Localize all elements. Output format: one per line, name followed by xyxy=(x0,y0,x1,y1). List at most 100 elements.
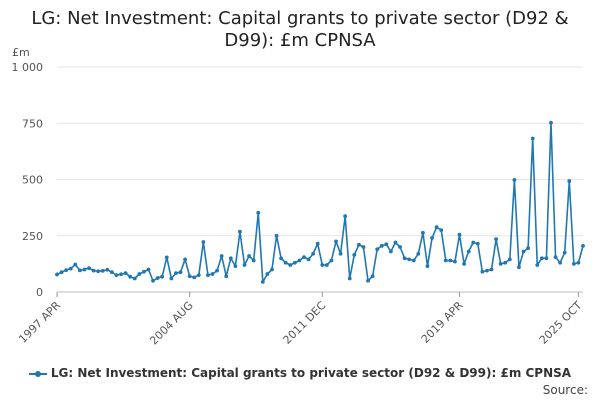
data-point xyxy=(471,240,476,245)
data-point xyxy=(388,249,393,254)
x-tick-label: 2019 APR xyxy=(419,299,466,346)
data-point xyxy=(407,257,412,262)
data-point xyxy=(164,255,169,260)
data-point xyxy=(288,263,293,267)
data-point xyxy=(494,237,498,242)
data-point xyxy=(512,178,517,182)
data-point xyxy=(535,263,540,267)
legend[interactable]: LG: Net Investment: Capital grants to pr… xyxy=(0,366,600,380)
data-point xyxy=(576,260,581,265)
axes: 0 250 500 750 1 000 £m 1997 APR 2004 AUG 2011 DE… xyxy=(12,46,585,347)
data-point xyxy=(466,249,471,254)
data-point xyxy=(265,272,270,276)
data-point xyxy=(128,274,133,279)
data-point xyxy=(233,264,238,269)
data-point xyxy=(311,251,316,256)
x-tick-label: 2025 OCT xyxy=(537,299,585,347)
data-point xyxy=(375,247,380,252)
data-point xyxy=(206,273,210,278)
data-point xyxy=(338,251,343,256)
data-point xyxy=(379,243,384,248)
y-tick-label: 0 xyxy=(36,286,43,299)
data-point xyxy=(347,276,352,281)
gridlines xyxy=(57,66,583,293)
legend-line-marker-icon xyxy=(28,369,47,379)
data-point xyxy=(87,266,91,271)
data-point xyxy=(302,255,306,260)
data-point xyxy=(119,272,123,277)
data-point xyxy=(274,233,279,238)
data-point xyxy=(581,243,585,248)
data-point xyxy=(279,256,284,261)
data-point xyxy=(242,263,247,267)
data-point xyxy=(292,260,297,265)
data-point xyxy=(324,263,329,267)
data-point xyxy=(526,246,531,251)
data-point xyxy=(100,268,105,273)
data-point xyxy=(521,249,526,254)
data-point xyxy=(453,259,457,264)
data-point xyxy=(82,267,87,272)
data-point xyxy=(251,258,256,263)
data-point xyxy=(68,266,73,271)
data-point xyxy=(416,251,421,256)
data-point xyxy=(430,236,434,240)
data-point xyxy=(59,270,64,275)
chart-title: LG: Net Investment: Capital grants to pr… xyxy=(31,8,569,51)
data-point xyxy=(356,242,361,247)
data-point xyxy=(187,274,192,279)
data-point xyxy=(142,269,146,274)
data-point xyxy=(283,260,288,265)
data-point xyxy=(174,271,178,275)
data-point xyxy=(224,274,229,279)
data-point xyxy=(462,261,466,266)
data-point xyxy=(539,256,544,261)
source-label: Source: xyxy=(542,383,588,397)
data-point xyxy=(530,136,535,141)
data-point xyxy=(64,268,69,273)
data-point xyxy=(215,268,219,273)
data-point xyxy=(439,228,444,233)
data-point xyxy=(553,255,558,260)
data-point xyxy=(507,257,512,262)
x-tick-label: 1997 APR xyxy=(16,299,63,346)
data-point xyxy=(549,120,553,125)
data-point xyxy=(366,278,370,283)
data-point xyxy=(421,230,425,235)
data-point xyxy=(411,258,416,263)
data-point xyxy=(517,265,521,270)
data-point xyxy=(132,276,137,281)
data-point xyxy=(475,241,480,246)
data-point xyxy=(320,263,325,267)
data-point xyxy=(183,257,187,262)
data-point xyxy=(219,254,224,258)
data-point xyxy=(196,273,201,278)
data-point xyxy=(498,261,503,266)
data-point xyxy=(544,256,549,261)
data-point xyxy=(238,229,242,234)
y-tick-label: 500 xyxy=(22,174,43,187)
x-tick-label: 2011 DEC xyxy=(281,299,329,347)
data-point xyxy=(155,276,160,280)
data-point xyxy=(201,240,206,244)
data-point xyxy=(146,267,151,272)
data-point xyxy=(334,239,338,244)
data-point xyxy=(567,179,572,183)
data-point xyxy=(402,256,407,261)
data-point xyxy=(361,245,366,249)
data-point xyxy=(485,268,489,273)
data-point xyxy=(228,256,233,261)
data-point xyxy=(503,260,508,265)
data-point xyxy=(370,274,375,279)
data-point xyxy=(398,245,402,249)
y-axis-label: £m xyxy=(12,46,30,59)
data-point xyxy=(562,250,567,255)
data-point xyxy=(109,270,114,275)
data-point xyxy=(256,210,261,215)
data-point xyxy=(55,272,59,277)
data-point xyxy=(352,252,357,257)
y-tick-label: 250 xyxy=(22,230,43,243)
data-point xyxy=(123,271,128,275)
data-point xyxy=(434,225,439,230)
data-point xyxy=(247,254,252,258)
